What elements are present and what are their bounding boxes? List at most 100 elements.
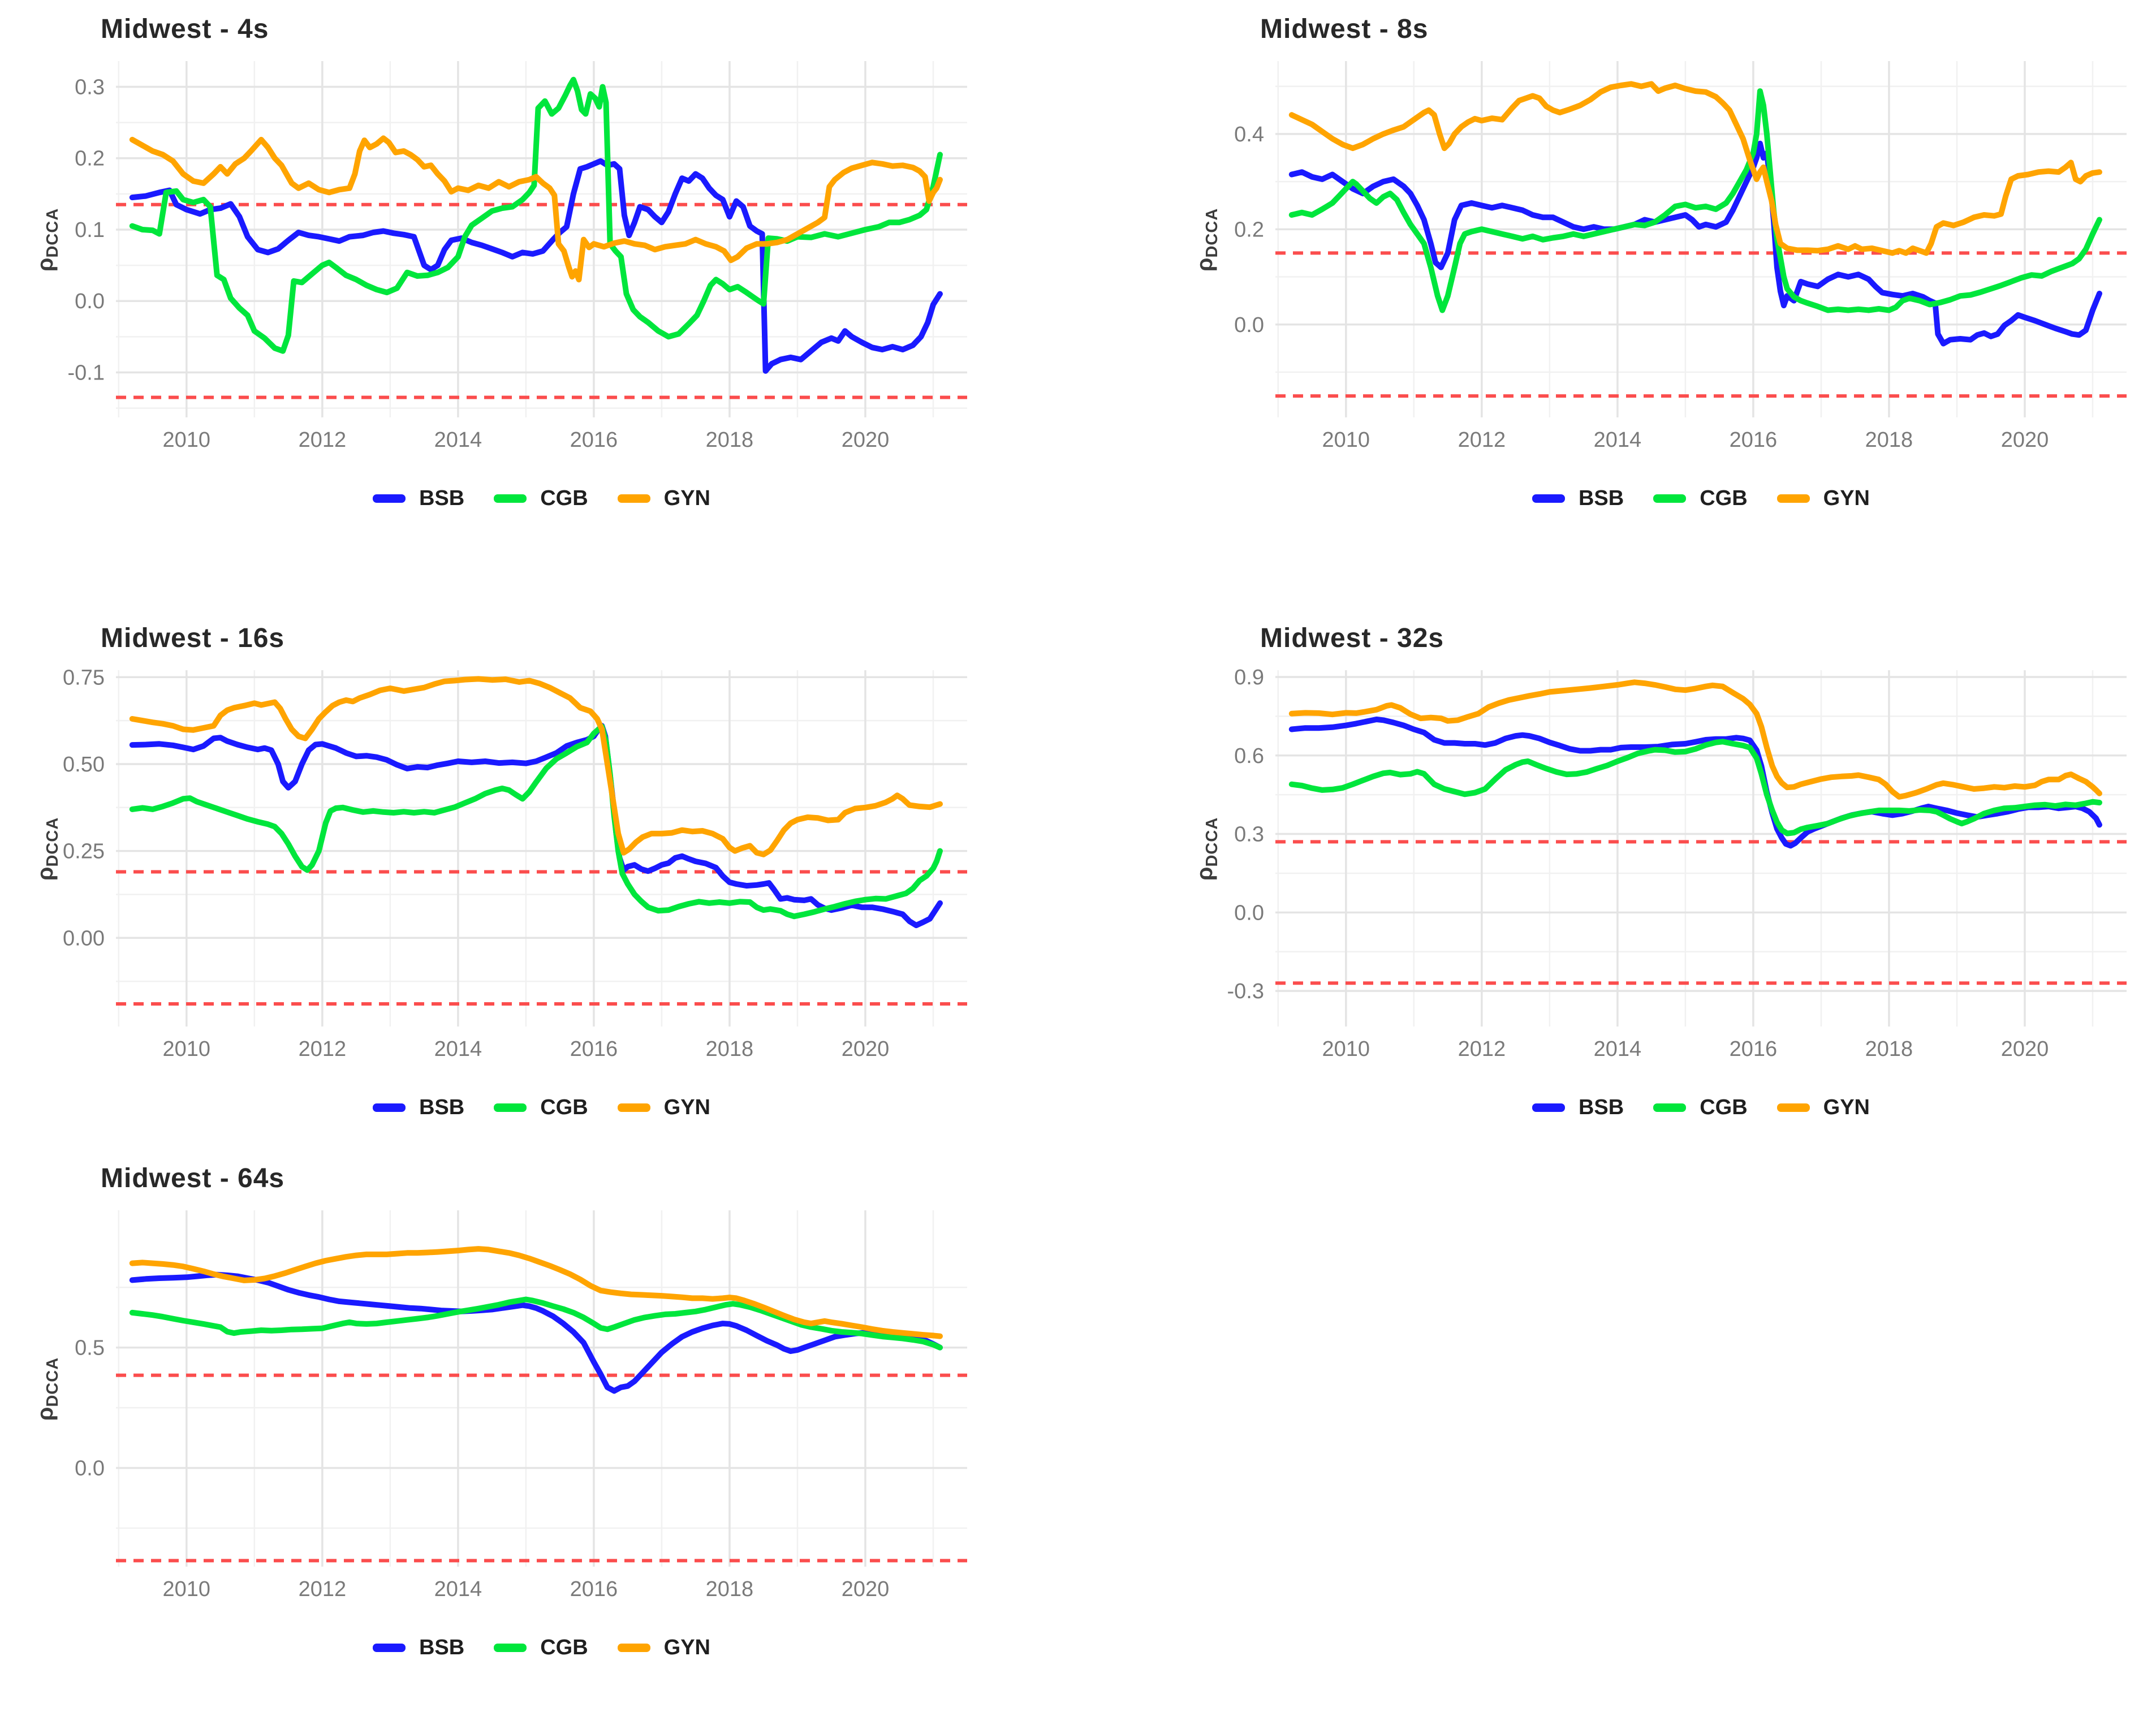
svg-text:0.0: 0.0	[1234, 901, 1264, 925]
figure-canvas: { "figure": { "ylabel_main": "ρ", "ylabe…	[33, 5, 2156, 1659]
gyn-line-swatch	[617, 494, 650, 503]
legend-item-cgb: CGB	[494, 1636, 588, 1660]
svg-text:2014: 2014	[434, 1037, 482, 1061]
gyn-line-swatch	[1776, 494, 1810, 503]
svg-text:0.1: 0.1	[75, 218, 105, 242]
svg-text:0.3: 0.3	[75, 75, 105, 99]
legend-item-bsb: BSB	[372, 1096, 465, 1120]
cgb-line-swatch	[494, 1103, 527, 1112]
svg-text:0.00: 0.00	[63, 926, 105, 950]
plot-area: 2010 2012 2014 2016 2018 2020 -0.1 0.0 0.1 0.2 0.3	[68, 61, 967, 452]
svg-text:-0.3: -0.3	[1227, 980, 1264, 1003]
plot-area: 2010 2012 2014 2016 2018 2020 0.0 0.5	[75, 1210, 967, 1601]
legend: BSB CGB GYN	[116, 1096, 967, 1120]
cgb-line-swatch	[494, 1644, 527, 1652]
legend-label-bsb: BSB	[1578, 1096, 1624, 1119]
legend-item-gyn: GYN	[1776, 1096, 1870, 1120]
legend-item-gyn: GYN	[1776, 486, 1870, 511]
chart-title: Midwest - 64s	[101, 1163, 285, 1193]
legend-item-cgb: CGB	[494, 1096, 588, 1120]
chart-title: Midwest - 32s	[1260, 623, 1444, 653]
legend-label-cgb: CGB	[540, 486, 588, 510]
legend-label-gyn: GYN	[663, 486, 711, 510]
svg-text:2016: 2016	[570, 1577, 618, 1601]
svg-text:2014: 2014	[1594, 1037, 1642, 1061]
legend-item-gyn: GYN	[617, 486, 711, 511]
bsb-line-swatch	[372, 494, 406, 503]
legend-label-bsb: BSB	[1578, 486, 1624, 510]
legend-item-cgb: CGB	[494, 486, 588, 511]
legend-label-cgb: CGB	[540, 1636, 588, 1659]
bsb-line-swatch	[372, 1103, 406, 1112]
svg-text:2020: 2020	[842, 428, 890, 452]
legend-item-bsb: BSB	[372, 1636, 465, 1660]
svg-text:-0.1: -0.1	[68, 361, 105, 385]
legend-item-cgb: CGB	[1653, 1096, 1748, 1120]
chart-midwest-16s: Midwest - 16s ρDCCA 2010 2012 2014 2016 2018…	[33, 614, 997, 1185]
legend-label-gyn: GYN	[663, 1636, 711, 1659]
chart-title: Midwest - 4s	[101, 14, 269, 44]
legend-label-gyn: GYN	[1823, 486, 1870, 510]
svg-text:2016: 2016	[570, 1037, 618, 1061]
legend-label-cgb: CGB	[540, 1096, 588, 1119]
chart-midwest-64s: Midwest - 64s ρDCCA 2010 2012 2014 2016 2018…	[33, 1154, 997, 1725]
legend-label-gyn: GYN	[663, 1096, 711, 1119]
svg-text:2010: 2010	[163, 1037, 211, 1061]
legend: BSB CGB GYN	[116, 486, 967, 511]
gyn-line-swatch	[1776, 1103, 1810, 1112]
gyn-line-swatch	[617, 1644, 650, 1652]
svg-text:2016: 2016	[1730, 1037, 1778, 1061]
svg-text:2016: 2016	[570, 428, 618, 452]
chart-midwest-4s: Midwest - 4s ρDCCA 2010 2012 2014 2016 2018 2…	[33, 5, 997, 576]
gyn-line-swatch	[617, 1103, 650, 1112]
legend-label-bsb: BSB	[419, 1636, 465, 1659]
svg-text:0.2: 0.2	[1234, 218, 1264, 241]
legend-label-cgb: CGB	[1700, 1096, 1748, 1119]
svg-text:2018: 2018	[706, 1577, 754, 1601]
legend-item-bsb: BSB	[1532, 486, 1624, 511]
svg-text:0.5: 0.5	[75, 1336, 105, 1360]
svg-text:0.75: 0.75	[63, 666, 105, 689]
plot-area: 2010 2012 2014 2016 2018 2020 0.0 0.2 0.4	[1234, 61, 2127, 452]
bsb-line-swatch	[1532, 1103, 1565, 1112]
svg-text:2020: 2020	[842, 1577, 890, 1601]
legend-item-gyn: GYN	[617, 1636, 711, 1660]
svg-text:2020: 2020	[2001, 428, 2049, 452]
svg-text:0.0: 0.0	[1234, 313, 1264, 337]
cgb-line-swatch	[494, 494, 527, 503]
chart-title: Midwest - 8s	[1260, 14, 1429, 44]
legend-label-bsb: BSB	[419, 486, 465, 510]
svg-text:0.3: 0.3	[1234, 823, 1264, 847]
cgb-line-swatch	[1653, 494, 1687, 503]
svg-text:2014: 2014	[434, 1577, 482, 1601]
legend: BSB CGB GYN	[1275, 486, 2127, 511]
svg-text:2018: 2018	[1865, 428, 1913, 452]
plot-area: 2010 2012 2014 2016 2018 2020 0.00 0.25 0.50 0.75	[63, 666, 967, 1061]
svg-text:2012: 2012	[299, 428, 347, 452]
svg-text:2018: 2018	[706, 428, 754, 452]
chart-midwest-8s: Midwest - 8s ρDCCA 2010 2012 2014 2016 2018 2…	[1192, 5, 2156, 576]
svg-text:2010: 2010	[1322, 1037, 1370, 1061]
legend: BSB CGB GYN	[116, 1636, 967, 1660]
svg-text:2016: 2016	[1730, 428, 1778, 452]
svg-text:2012: 2012	[299, 1577, 347, 1601]
svg-text:0.50: 0.50	[63, 753, 105, 777]
legend-item-cgb: CGB	[1653, 486, 1748, 511]
svg-text:2012: 2012	[1458, 428, 1506, 452]
chart-midwest-32s: Midwest - 32s ρDCCA 2010 2012 2014 2016 2018…	[1192, 614, 2156, 1185]
svg-text:2010: 2010	[163, 428, 211, 452]
svg-text:2020: 2020	[2001, 1037, 2049, 1061]
svg-text:0.4: 0.4	[1234, 123, 1264, 146]
legend-label-bsb: BSB	[419, 1096, 465, 1119]
legend-item-gyn: GYN	[617, 1096, 711, 1120]
bsb-line-swatch	[1532, 494, 1565, 503]
svg-text:0.9: 0.9	[1234, 666, 1264, 689]
legend: BSB CGB GYN	[1275, 1096, 2127, 1120]
svg-text:2014: 2014	[434, 428, 482, 452]
svg-text:2012: 2012	[299, 1037, 347, 1061]
bsb-line-swatch	[372, 1644, 406, 1652]
legend-label-cgb: CGB	[1700, 486, 1748, 510]
legend-item-bsb: BSB	[372, 486, 465, 511]
svg-text:0.25: 0.25	[63, 840, 105, 864]
chart-title: Midwest - 16s	[101, 623, 285, 653]
